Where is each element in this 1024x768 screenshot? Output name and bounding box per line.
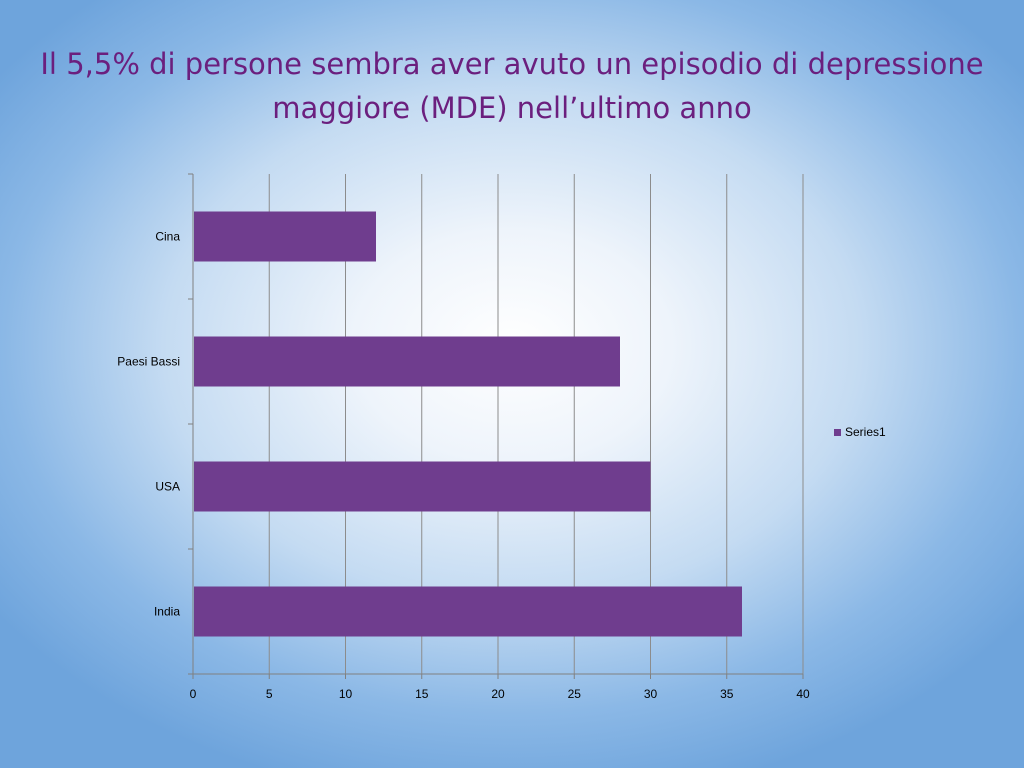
title-line-1: Il 5,5% di persone sembra aver avuto un … <box>40 47 984 81</box>
x-tick-label-30: 30 <box>644 687 658 701</box>
legend: Series1 <box>834 425 886 439</box>
x-tick-label-10: 10 <box>339 687 353 701</box>
bar-cina <box>194 211 376 262</box>
legend-swatch <box>834 429 841 436</box>
category-label-paesi-bassi: Paesi Bassi <box>117 355 180 369</box>
x-tick-label-40: 40 <box>796 687 810 701</box>
axis-layer: 0 5 10 15 20 25 30 35 40 Cina Paesi Bassi USA India <box>117 173 810 701</box>
bar-india <box>194 586 742 637</box>
x-tick-label-0: 0 <box>190 687 197 701</box>
x-tick-label-15: 15 <box>415 687 429 701</box>
category-label-india: India <box>154 605 180 619</box>
bar-paesi-bassi <box>194 336 620 387</box>
x-tick-label-35: 35 <box>720 687 734 701</box>
category-label-cina: Cina <box>155 230 180 244</box>
x-tick-label-20: 20 <box>491 687 505 701</box>
page-title: Il 5,5% di persone sembra aver avuto un … <box>40 42 984 130</box>
legend-label: Series1 <box>845 425 886 439</box>
x-tick-label-25: 25 <box>568 687 582 701</box>
title-line-2: maggiore (MDE) nell’ultimo anno <box>272 91 752 125</box>
category-label-usa: USA <box>155 480 180 494</box>
bars-layer <box>194 211 742 637</box>
x-tick-label-5: 5 <box>266 687 273 701</box>
bar-usa <box>194 461 651 512</box>
